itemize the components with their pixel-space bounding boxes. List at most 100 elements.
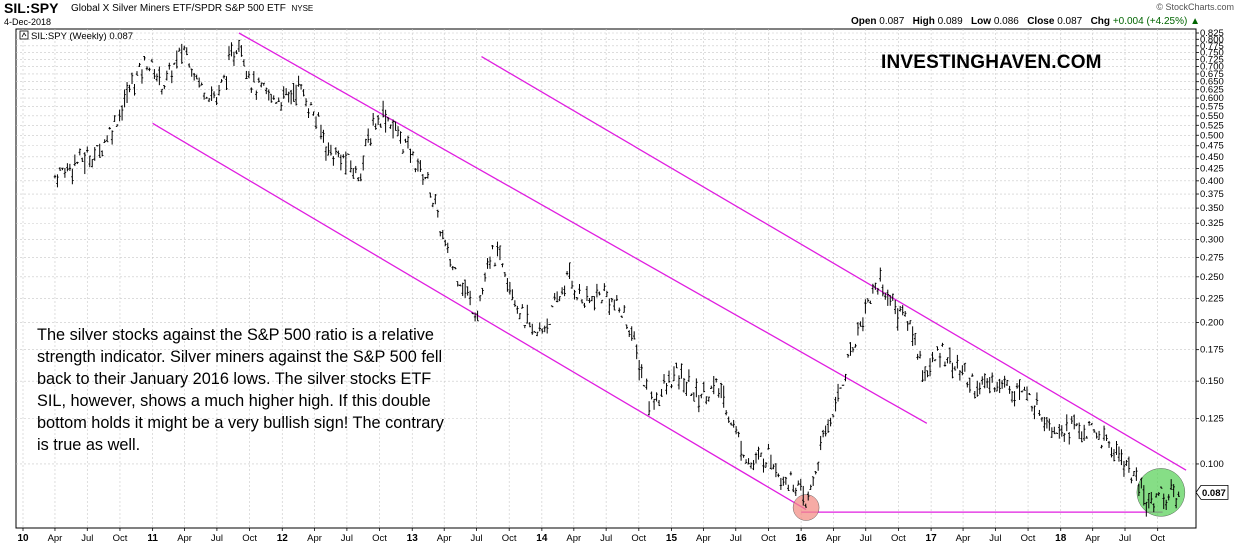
price-bar xyxy=(1150,491,1153,504)
price-bar xyxy=(777,473,780,478)
price-bar xyxy=(448,258,452,267)
price-bar xyxy=(988,377,991,394)
price-bar xyxy=(429,192,432,198)
price-bar xyxy=(123,89,126,108)
price-bar xyxy=(399,131,402,144)
price-bar xyxy=(118,109,121,122)
price-bar xyxy=(886,289,890,306)
y-tick-label: 0.325 xyxy=(1200,218,1224,229)
price-bar xyxy=(73,154,77,167)
y-tick-label: 0.725 xyxy=(1200,54,1224,65)
price-bar xyxy=(294,84,298,106)
price-bar xyxy=(1050,427,1054,438)
x-tick-label: 13 xyxy=(407,533,419,544)
price-bar xyxy=(1068,432,1071,445)
price-bar xyxy=(463,279,467,298)
price-bar xyxy=(406,135,410,149)
price-bar xyxy=(168,62,171,70)
price-bar xyxy=(354,165,358,174)
x-tick-label: Oct xyxy=(891,533,906,544)
price-bar xyxy=(1003,375,1006,388)
price-bar xyxy=(471,312,474,315)
price-bar xyxy=(225,76,228,91)
price-bar xyxy=(652,398,656,410)
price-bar xyxy=(115,124,119,127)
last-price-tag: 0.087 xyxy=(1195,484,1229,500)
price-bar xyxy=(1075,423,1078,427)
price-bar xyxy=(217,84,221,96)
price-bar xyxy=(660,388,663,397)
price-bar xyxy=(486,258,489,269)
price-bar xyxy=(1107,440,1111,448)
y-tick-label: 0.650 xyxy=(1200,77,1224,88)
price-bar xyxy=(953,366,957,371)
price-bars xyxy=(53,39,1180,517)
price-bar xyxy=(921,370,924,383)
price-bar xyxy=(650,391,653,400)
price-bar xyxy=(553,292,556,301)
price-bar xyxy=(1110,447,1113,458)
x-tick-label: Apr xyxy=(177,533,192,544)
price-bar xyxy=(762,458,765,473)
y-tick-label: 0.425 xyxy=(1200,163,1224,174)
price-bar xyxy=(150,58,154,63)
price-bar xyxy=(158,66,161,86)
price-bar xyxy=(173,62,176,65)
price-bar xyxy=(968,377,972,393)
price-bar xyxy=(125,82,129,103)
price-bar xyxy=(339,154,343,171)
price-bar xyxy=(88,155,92,168)
price-bar xyxy=(1063,432,1066,442)
price-bar xyxy=(434,193,437,205)
price-bar xyxy=(1018,379,1021,400)
price-bar xyxy=(675,362,678,369)
price-bar xyxy=(1015,383,1019,389)
price-bar xyxy=(312,111,315,116)
trend-line-upper-channel xyxy=(238,32,928,424)
price-bar xyxy=(819,435,822,451)
price-bar xyxy=(816,461,820,471)
price-bar xyxy=(978,382,981,395)
price-bar xyxy=(1097,430,1101,440)
x-tick-label: Jul xyxy=(341,533,353,544)
price-bar xyxy=(516,305,519,314)
price-bar xyxy=(289,89,293,105)
price-bar xyxy=(869,300,872,304)
price-bar xyxy=(453,266,457,270)
price-bar xyxy=(478,295,482,302)
price-bar xyxy=(1028,393,1031,396)
price-bar xyxy=(568,262,571,279)
price-bar xyxy=(491,245,494,250)
price-bar xyxy=(824,425,827,437)
price-bar xyxy=(503,272,507,278)
y-tick-label: 0.200 xyxy=(1200,317,1224,328)
x-tick-label: Oct xyxy=(113,533,128,544)
price-bar xyxy=(481,287,484,295)
price-bar xyxy=(68,163,72,171)
price-bar xyxy=(831,414,835,418)
x-tick-label: Jul xyxy=(730,533,742,544)
x-tick-label: Apr xyxy=(48,533,63,544)
price-bar xyxy=(598,291,601,296)
price-bar xyxy=(1077,422,1081,440)
price-bar xyxy=(973,391,977,399)
price-bar xyxy=(613,299,616,311)
price-bar xyxy=(635,344,638,360)
y-tick-label: 0.750 xyxy=(1200,47,1224,58)
price-bar xyxy=(456,281,459,287)
price-bar xyxy=(411,151,415,156)
price-bar xyxy=(901,305,904,316)
price-bar xyxy=(804,503,807,508)
price-bar xyxy=(379,123,382,128)
price-bar xyxy=(314,116,318,130)
price-bar xyxy=(260,82,263,88)
price-bar xyxy=(687,369,691,382)
price-bar xyxy=(734,426,738,435)
price-bar xyxy=(645,378,648,390)
price-bar xyxy=(187,63,191,68)
x-tick-label: Oct xyxy=(761,533,776,544)
price-bar xyxy=(461,282,464,297)
x-tick-label: Oct xyxy=(502,533,517,544)
price-bar xyxy=(879,267,882,282)
